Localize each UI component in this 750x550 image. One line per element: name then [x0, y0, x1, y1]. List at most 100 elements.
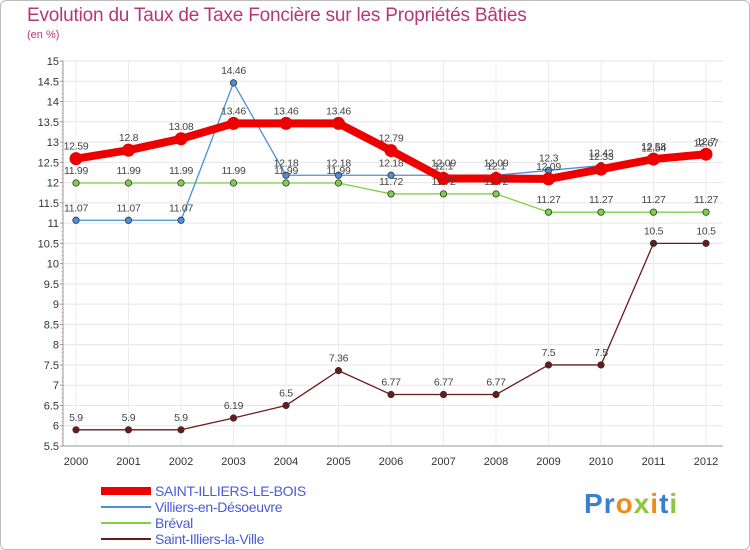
y-tick-label: 11.5: [38, 198, 59, 210]
data-point: [72, 426, 80, 434]
data-point: [282, 171, 290, 179]
data-point: [699, 147, 713, 161]
data-label: 11.07: [117, 202, 141, 214]
data-point: [282, 401, 290, 410]
data-point: [594, 162, 608, 176]
data-label: 12.09: [536, 161, 561, 173]
data-labels: 11.99 11.99 11.99 11.99 11.99 11.99 11.72 11.72…: [64, 165, 719, 206]
legend-item-villiers-en-desoeuvre[interactable]: Villiers-en-Désoeuvre: [101, 499, 421, 515]
data-point: [542, 172, 555, 186]
data-point: [489, 172, 503, 186]
legend-label: Saint-Illiers-la-Ville: [155, 531, 265, 547]
data-point: [72, 179, 80, 187]
data-label: 12.18: [379, 157, 404, 169]
legend-swatch-saint-illiers-la-ville: [101, 538, 151, 540]
data-point: [229, 79, 238, 87]
data-label: 11.27: [537, 194, 561, 206]
data-point: [647, 152, 660, 166]
data-label: 12.8: [119, 132, 139, 144]
data-label: 11.27: [694, 194, 718, 206]
data-point: [437, 172, 450, 186]
data-label: 12.54: [641, 143, 666, 155]
data-label: 7.36: [329, 353, 349, 365]
y-tick-label: 9.5: [44, 279, 59, 291]
data-label: 12.59: [64, 141, 89, 153]
data-label: 12.33: [589, 151, 614, 163]
data-point: [544, 361, 553, 369]
data-label: 11.27: [642, 194, 666, 206]
y-tick-label: 6: [53, 421, 59, 433]
series-saint-illiers-le-bois: [69, 116, 713, 186]
legend-item-breval[interactable]: Bréval: [101, 515, 421, 531]
chart-title: Evolution du Taux de Taxe Foncière sur l…: [27, 5, 527, 26]
data-point: [649, 239, 658, 247]
series-saint-illiers-la-ville: [72, 239, 710, 434]
x-tick-label: 2000: [64, 456, 88, 468]
y-tick-label: 7.5: [44, 360, 59, 372]
data-point: [124, 216, 133, 224]
data-label: 12.1: [434, 161, 454, 173]
data-point: [124, 426, 133, 434]
data-label: 11.07: [64, 202, 88, 214]
y-tick-label: 11: [48, 218, 59, 230]
data-point: [492, 390, 500, 399]
y-tick-label: 12.5: [38, 157, 59, 169]
x-tick-label: 2004: [274, 456, 298, 468]
data-label: 6.77: [381, 377, 401, 389]
y-tick-label: 7: [53, 380, 59, 392]
data-label: 10.5: [644, 225, 664, 237]
x-tick-label: 2011: [642, 456, 666, 468]
legend-item-saint-illiers-le-bois[interactable]: SAINT-ILLIERS-LE-BOIS: [101, 483, 421, 499]
x-tick-label: 2001: [116, 456, 140, 468]
proxiti-logo: Proxiti: [584, 488, 679, 519]
data-label: 6.5: [279, 387, 293, 399]
data-label: 12.18: [274, 157, 299, 169]
data-point: [72, 216, 80, 224]
data-point: [332, 116, 345, 130]
data-label: 11.99: [222, 165, 246, 177]
data-label: 11.07: [169, 202, 193, 214]
data-point: [174, 132, 188, 146]
data-label: 5.9: [122, 412, 136, 424]
data-label: 11.72: [484, 176, 508, 188]
data-point: [177, 179, 185, 187]
data-label: 13.46: [326, 105, 351, 117]
data-label: 13.08: [169, 121, 194, 133]
data-point: [334, 179, 343, 187]
data-label: 12.67: [694, 137, 719, 149]
data-label: 10.5: [696, 225, 716, 237]
data-point: [279, 116, 293, 130]
y-tick-label: 14.5: [38, 76, 59, 88]
series-br-val: [72, 179, 710, 216]
y-tick-label: 6.5: [44, 400, 59, 412]
y-tick-label: 14: [47, 97, 59, 109]
data-label: 6.77: [486, 377, 506, 389]
data-label: 13.46: [274, 105, 299, 117]
x-tick-label: 2006: [379, 456, 403, 468]
data-point: [387, 390, 395, 399]
legend-swatch-breval: [101, 522, 151, 524]
plot-area: [63, 61, 723, 446]
x-tick-label: 2010: [589, 456, 613, 468]
x-tick-label: 2012: [694, 456, 718, 468]
y-tick-label: 8: [53, 340, 59, 352]
data-point: [702, 239, 710, 247]
legend-item-saint-illiers-la-ville[interactable]: Saint-Illiers-la-Ville: [101, 531, 421, 547]
data-point: [439, 190, 448, 198]
data-label: 11.99: [327, 165, 351, 177]
data-point: [69, 152, 83, 166]
legend: SAINT-ILLIERS-LE-BOIS Villiers-en-Désoeu…: [101, 483, 421, 547]
data-point: [227, 116, 240, 130]
data-point: [597, 208, 605, 216]
data-label: 12.58: [641, 141, 666, 153]
x-tick-label: 2009: [536, 456, 560, 468]
data-label: 12.09: [484, 157, 509, 169]
data-label: 11.99: [274, 165, 298, 177]
data-label: 6.19: [224, 400, 244, 412]
data-point: [229, 179, 238, 187]
data-label: 11.72: [379, 176, 403, 188]
y-tick-label: 13: [47, 137, 59, 149]
